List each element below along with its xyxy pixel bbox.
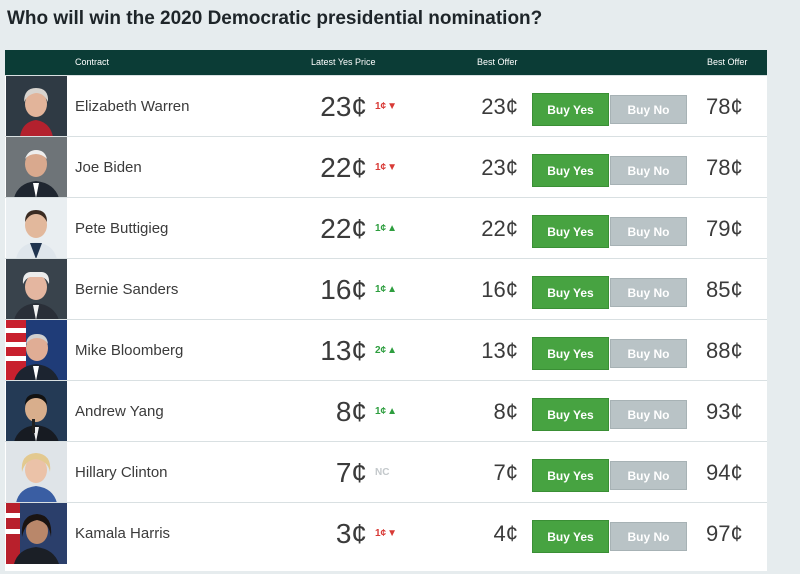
candidate-photo — [6, 381, 67, 442]
table-header: Contract Latest Yes Price Best Offer Bes… — [5, 50, 767, 75]
contract-name[interactable]: Kamala Harris — [75, 525, 171, 542]
latest-yes-price: 22¢ — [320, 152, 367, 183]
buy-yes-button[interactable]: Buy Yes — [532, 154, 609, 187]
price-change: 1¢▲ — [375, 198, 397, 259]
arrow-down-icon: ▼ — [387, 101, 398, 112]
arrow-up-icon: ▲ — [387, 345, 398, 356]
buy-no-button[interactable]: Buy No — [610, 339, 687, 368]
best-offer-no: 79¢ — [706, 216, 743, 241]
price-change-value: NC — [375, 467, 390, 478]
buy-no-button[interactable]: Buy No — [610, 461, 687, 490]
contract-name[interactable]: Joe Biden — [75, 159, 142, 176]
arrow-down-icon: ▼ — [387, 162, 398, 173]
buy-yes-button[interactable]: Buy Yes — [532, 459, 609, 492]
best-offer-yes: 23¢ — [481, 155, 518, 180]
best-offer-no: 78¢ — [706, 155, 743, 180]
buy-yes-button[interactable]: Buy Yes — [532, 398, 609, 431]
price-change-value: 1¢ — [375, 284, 387, 295]
price-change: 1¢▼ — [375, 503, 397, 564]
contract-name[interactable]: Elizabeth Warren — [75, 98, 190, 115]
latest-yes-price: 3¢ — [335, 518, 367, 549]
table-row: Mike Bloomberg 13¢ 2¢▲ 13¢ Buy Yes Buy N… — [5, 319, 767, 381]
buy-yes-button[interactable]: Buy Yes — [532, 93, 609, 126]
page-title: Who will win the 2020 Democratic preside… — [7, 8, 543, 29]
price-change: 1¢▼ — [375, 137, 397, 198]
price-change-value: 1¢ — [375, 223, 387, 234]
table-row: Elizabeth Warren 23¢ 1¢▼ 23¢ Buy Yes Buy… — [5, 75, 767, 137]
best-offer-no: 94¢ — [706, 460, 743, 485]
buy-yes-button[interactable]: Buy Yes — [532, 215, 609, 248]
contract-name[interactable]: Hillary Clinton — [75, 464, 168, 481]
buy-no-button[interactable]: Buy No — [610, 400, 687, 429]
buy-yes-button[interactable]: Buy Yes — [532, 520, 609, 553]
table-row: Kamala Harris 3¢ 1¢▼ 4¢ Buy Yes Buy No 9… — [5, 502, 767, 564]
candidate-photo — [6, 259, 67, 320]
best-offer-yes: 23¢ — [481, 94, 518, 119]
price-change: NC — [375, 442, 389, 503]
latest-yes-price: 16¢ — [320, 274, 367, 305]
table-row: Joe Biden 22¢ 1¢▼ 23¢ Buy Yes Buy No 78¢ — [5, 136, 767, 198]
best-offer-yes: 22¢ — [481, 216, 518, 241]
price-change-value: 1¢ — [375, 406, 387, 417]
best-offer-yes: 4¢ — [493, 521, 518, 546]
latest-yes-price: 8¢ — [335, 396, 367, 427]
table-row: Bernie Sanders 16¢ 1¢▲ 16¢ Buy Yes Buy N… — [5, 258, 767, 320]
header-latest-yes-price: Latest Yes Price — [311, 57, 376, 67]
contract-name[interactable]: Pete Buttigieg — [75, 220, 169, 237]
latest-yes-price: 13¢ — [320, 335, 367, 366]
price-change-value: 1¢ — [375, 528, 387, 539]
price-change-value: 2¢ — [375, 345, 387, 356]
arrow-up-icon: ▲ — [387, 223, 398, 234]
candidate-photo — [6, 76, 67, 137]
table-row: Hillary Clinton 7¢ NC 7¢ Buy Yes Buy No … — [5, 441, 767, 503]
price-change: 2¢▲ — [375, 320, 397, 381]
contract-name[interactable]: Mike Bloomberg — [75, 342, 184, 359]
buy-no-button[interactable]: Buy No — [610, 95, 687, 124]
candidate-photo — [6, 503, 67, 564]
price-change: 1¢▲ — [375, 381, 397, 442]
candidate-photo — [6, 442, 67, 503]
best-offer-no: 97¢ — [706, 521, 743, 546]
best-offer-no: 93¢ — [706, 399, 743, 424]
candidate-photo — [6, 137, 67, 198]
buy-no-button[interactable]: Buy No — [610, 156, 687, 185]
header-best-offer-yes: Best Offer — [477, 57, 518, 67]
candidate-photo — [6, 320, 67, 381]
price-change-value: 1¢ — [375, 162, 387, 173]
arrow-down-icon: ▼ — [387, 528, 398, 539]
buy-yes-button[interactable]: Buy Yes — [532, 276, 609, 309]
contract-name[interactable]: Bernie Sanders — [75, 281, 179, 298]
buy-no-button[interactable]: Buy No — [610, 522, 687, 551]
best-offer-yes: 8¢ — [493, 399, 518, 424]
header-best-offer-no: Best Offer — [707, 57, 748, 67]
table-row: Pete Buttigieg 22¢ 1¢▲ 22¢ Buy Yes Buy N… — [5, 197, 767, 259]
page-margin — [767, 50, 800, 571]
table-row: Andrew Yang 8¢ 1¢▲ 8¢ Buy Yes Buy No 93¢ — [5, 380, 767, 442]
best-offer-no: 88¢ — [706, 338, 743, 363]
best-offer-yes: 13¢ — [481, 338, 518, 363]
best-offer-no: 85¢ — [706, 277, 743, 302]
price-change: 1¢▲ — [375, 259, 397, 320]
candidate-photo — [6, 198, 67, 259]
price-change-value: 1¢ — [375, 101, 387, 112]
best-offer-no: 78¢ — [706, 94, 743, 119]
arrow-up-icon: ▲ — [387, 284, 398, 295]
contract-name[interactable]: Andrew Yang — [75, 403, 164, 420]
header-contract: Contract — [75, 57, 110, 67]
buy-no-button[interactable]: Buy No — [610, 278, 687, 307]
latest-yes-price: 7¢ — [335, 457, 367, 488]
best-offer-yes: 16¢ — [481, 277, 518, 302]
best-offer-yes: 7¢ — [493, 460, 518, 485]
price-change: 1¢▼ — [375, 76, 397, 137]
arrow-up-icon: ▲ — [387, 406, 398, 417]
latest-yes-price: 23¢ — [320, 91, 367, 122]
market-table: Contract Latest Yes Price Best Offer Bes… — [5, 50, 767, 571]
buy-no-button[interactable]: Buy No — [610, 217, 687, 246]
buy-yes-button[interactable]: Buy Yes — [532, 337, 609, 370]
latest-yes-price: 22¢ — [320, 213, 367, 244]
